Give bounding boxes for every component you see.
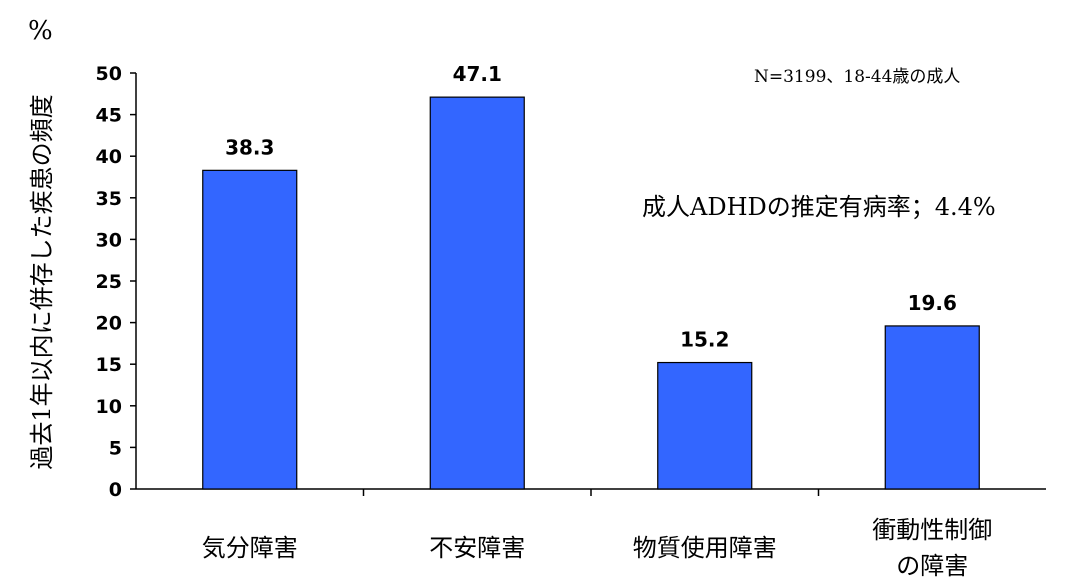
- category-label-1-line-0: 不安障害: [429, 534, 525, 562]
- bars: [202, 96, 980, 490]
- y-axis: 0 5 10 15 20 25 30 35 40 45 50: [96, 63, 137, 501]
- y-tick-label-4: 20: [96, 313, 122, 335]
- y-tick-label-9: 45: [96, 105, 122, 127]
- category-label-0-line-0: 気分障害: [202, 534, 298, 562]
- category-label-1: 不安障害: [429, 534, 525, 562]
- value-label-2: 15.2: [680, 328, 729, 352]
- category-label-2-line-0: 物質使用障害: [633, 534, 777, 562]
- bar-1: [429, 96, 525, 490]
- y-tick-label-6: 30: [96, 229, 122, 251]
- y-tick-label-10: 50: [96, 63, 122, 85]
- unit-label: %: [28, 16, 53, 46]
- category-label-3: 衝動性制御の障害: [872, 516, 992, 580]
- bar-2: [657, 361, 753, 490]
- category-label-3-line-0: 衝動性制御: [872, 516, 992, 544]
- y-tick-label-0: 0: [109, 479, 122, 501]
- category-label-0: 気分障害: [202, 534, 298, 562]
- category-label-2: 物質使用障害: [633, 534, 777, 562]
- value-label-1: 47.1: [453, 62, 502, 86]
- category-label-3-line-1: の障害: [896, 552, 968, 580]
- x-axis: [136, 488, 1046, 496]
- category-labels: 気分障害 不安障害 物質使用障害 衝動性制御の障害: [202, 516, 993, 580]
- value-label-0: 38.3: [225, 135, 274, 159]
- y-tick-label-5: 25: [96, 271, 122, 293]
- y-tick-label-7: 35: [96, 188, 122, 210]
- y-tick-label-1: 5: [109, 437, 122, 459]
- bar-0: [202, 169, 298, 490]
- bar-3: [884, 325, 980, 490]
- value-label-3: 19.6: [908, 291, 957, 315]
- y-tick-label-2: 10: [96, 396, 122, 418]
- sample-annotation: N=3199、18-44歳の成人: [754, 67, 960, 87]
- y-tick-label-3: 15: [96, 354, 122, 376]
- y-tick-label-8: 40: [96, 146, 122, 168]
- y-axis-title: 過去1年以内に併存した疾患の頻度: [28, 94, 56, 469]
- value-labels: 38.3 47.1 15.2 19.6: [225, 62, 957, 351]
- prevalence-annotation: 成人ADHDの推定有病率；4.4%: [642, 193, 996, 221]
